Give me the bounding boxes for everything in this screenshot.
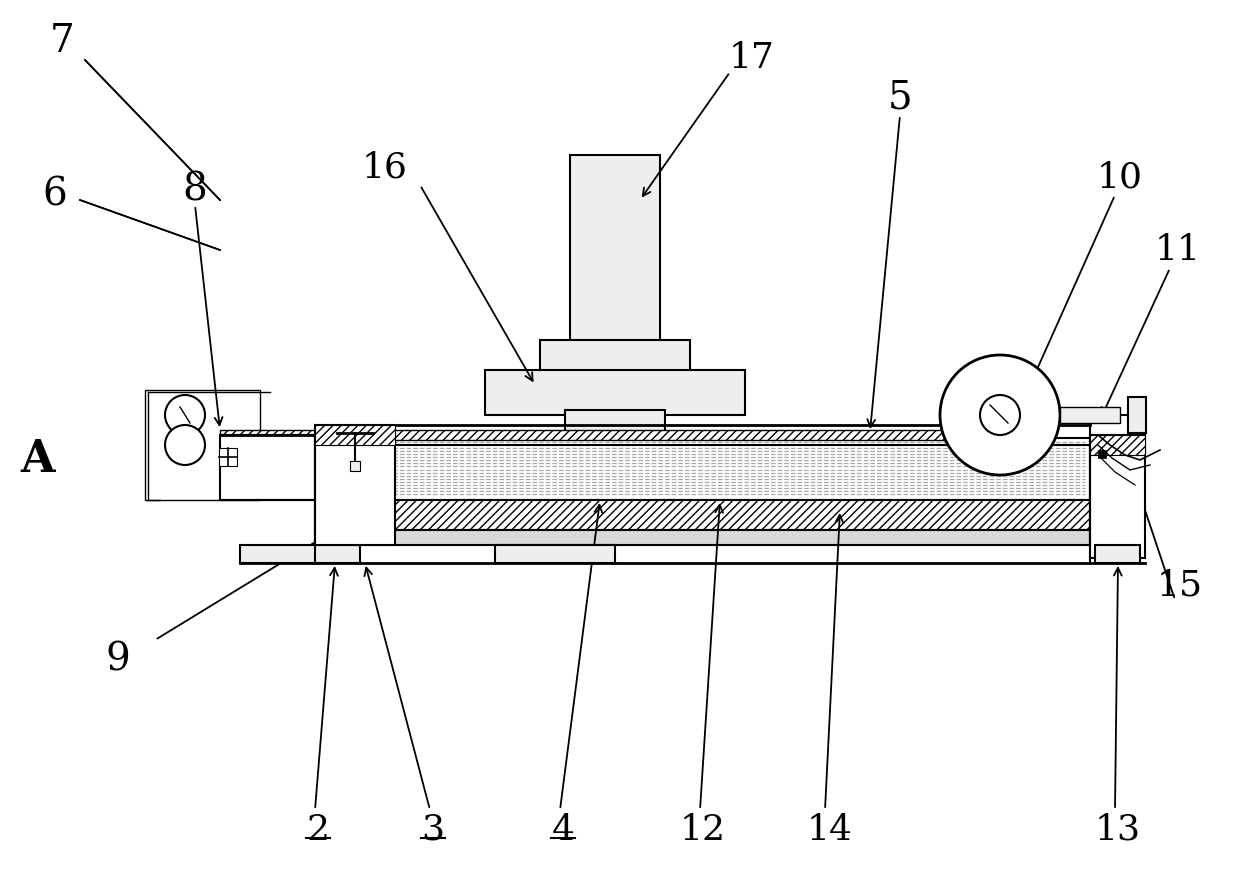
Text: 17: 17 (729, 41, 775, 75)
Bar (1060, 407, 1120, 423)
Circle shape (165, 425, 205, 465)
Text: 6: 6 (42, 176, 67, 214)
Bar (1095, 545, 1140, 563)
Bar (145, 390, 260, 500)
Bar (1090, 435, 1145, 558)
Text: 12: 12 (680, 813, 725, 847)
Circle shape (940, 355, 1060, 475)
Bar (219, 435, 315, 500)
Text: 10: 10 (1097, 161, 1143, 195)
Text: A: A (21, 439, 56, 482)
Bar (241, 545, 360, 563)
Bar (539, 340, 689, 375)
Text: 13: 13 (1095, 813, 1141, 847)
Bar (565, 410, 665, 435)
Text: 14: 14 (807, 813, 853, 847)
Bar (485, 370, 745, 415)
Bar (350, 461, 360, 471)
Bar (570, 155, 660, 355)
Text: 4: 4 (552, 813, 574, 847)
Bar (495, 545, 615, 563)
Text: 8: 8 (182, 172, 207, 208)
Circle shape (165, 395, 205, 435)
Bar (315, 438, 1090, 500)
Bar (315, 425, 396, 545)
Text: 9: 9 (105, 641, 130, 679)
Text: 2: 2 (306, 813, 330, 847)
Text: 3: 3 (422, 813, 445, 847)
Text: 7: 7 (50, 24, 74, 60)
Circle shape (980, 395, 1021, 435)
Text: 16: 16 (362, 151, 408, 185)
Bar (1128, 397, 1146, 433)
Bar (1090, 435, 1145, 455)
Bar (315, 530, 1090, 545)
Text: 11: 11 (1154, 233, 1202, 267)
Bar (219, 430, 1050, 440)
Bar (315, 425, 396, 445)
Bar (1097, 450, 1106, 458)
Bar (315, 500, 1090, 530)
Text: 15: 15 (1157, 568, 1203, 602)
Text: 5: 5 (888, 80, 913, 117)
Bar (219, 448, 237, 466)
